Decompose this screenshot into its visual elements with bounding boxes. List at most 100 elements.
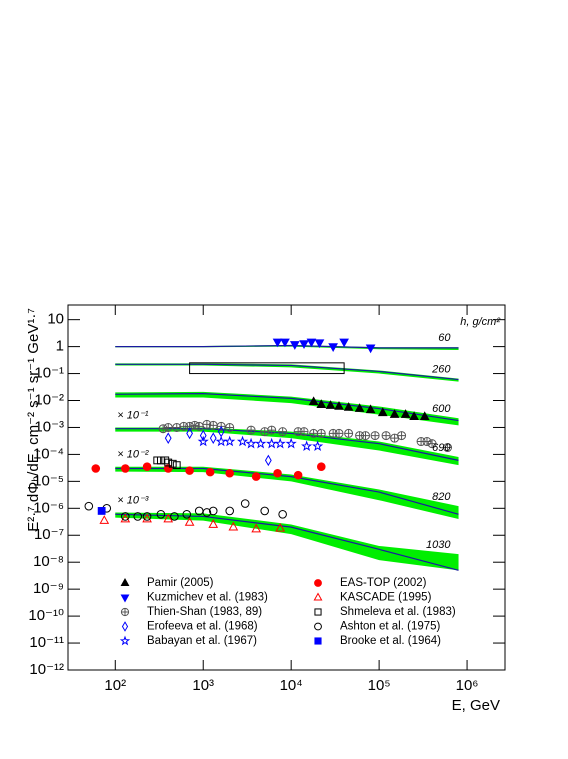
series xyxy=(91,462,326,481)
marker xyxy=(120,578,130,587)
marker xyxy=(170,512,179,521)
marker xyxy=(313,592,323,601)
marker xyxy=(156,456,165,465)
marker xyxy=(163,513,174,523)
x-tick-label: 10⁵ xyxy=(368,677,391,694)
marker xyxy=(208,506,218,516)
marker xyxy=(289,341,300,350)
x-tick-label: 10⁶ xyxy=(456,677,479,694)
model-line xyxy=(115,428,459,461)
marker xyxy=(266,437,278,449)
plot-area xyxy=(84,338,459,571)
region-box xyxy=(189,362,345,375)
marker xyxy=(314,637,322,645)
legend-entry: Thien-Shan (1983, 89) xyxy=(120,606,262,618)
marker xyxy=(264,454,272,467)
marker xyxy=(278,509,287,519)
legend-label: Kuzmichev et al. (1983) xyxy=(147,592,268,604)
marker xyxy=(225,506,235,516)
marker xyxy=(199,429,207,442)
marker xyxy=(182,509,192,519)
legend-label: Pamir (2005) xyxy=(147,577,214,589)
marker xyxy=(142,513,152,523)
legend-entry: Erofeeva et al. (1968) xyxy=(121,621,258,633)
marker xyxy=(224,435,236,447)
marker xyxy=(84,501,94,511)
y-tick-label: 10⁻¹² xyxy=(29,661,64,678)
marker xyxy=(280,338,290,348)
y-tick-label: 10 xyxy=(47,311,64,328)
model-line xyxy=(115,513,459,571)
marker xyxy=(121,512,130,521)
marker xyxy=(228,521,239,531)
series xyxy=(99,513,286,533)
marker xyxy=(377,407,388,417)
series xyxy=(84,499,287,521)
marker xyxy=(308,396,319,406)
marker xyxy=(397,431,407,441)
marker xyxy=(120,513,131,523)
marker xyxy=(309,428,319,438)
marker xyxy=(202,508,212,517)
marker xyxy=(400,409,411,418)
marker xyxy=(119,635,131,646)
x-tick-label: 10² xyxy=(104,677,126,694)
marker xyxy=(163,422,173,432)
marker xyxy=(97,507,106,515)
marker xyxy=(299,340,309,349)
marker xyxy=(91,464,101,473)
series xyxy=(308,396,430,421)
marker xyxy=(121,621,129,632)
depth-label: 60 xyxy=(438,332,451,344)
marker xyxy=(443,443,453,453)
marker xyxy=(360,431,370,441)
marker xyxy=(164,432,172,444)
y-tick-label: 10⁻⁹ xyxy=(33,580,64,597)
marker xyxy=(205,467,215,477)
depth-label: 1030 xyxy=(426,539,451,551)
marker xyxy=(275,522,286,532)
marker xyxy=(334,401,344,410)
y-tick-label: 10⁻⁸ xyxy=(33,553,64,570)
marker xyxy=(293,470,303,480)
marker xyxy=(197,435,209,447)
marker xyxy=(419,411,430,421)
marker xyxy=(236,435,249,447)
x-tick-label: 10³ xyxy=(192,677,214,694)
y-tick-label: 1 xyxy=(56,338,64,355)
model-band xyxy=(115,512,459,571)
y-tick-label: 10⁻¹ xyxy=(34,365,64,382)
marker xyxy=(365,344,376,354)
marker xyxy=(142,512,152,521)
marker xyxy=(121,464,130,473)
marker xyxy=(354,403,365,412)
marker xyxy=(164,458,173,467)
marker xyxy=(316,428,326,438)
legend-entry: Shmeleva et al. (1983) xyxy=(314,606,456,618)
scale-label: × 10⁻³ xyxy=(117,494,149,506)
marker xyxy=(370,431,380,441)
marker xyxy=(274,437,286,449)
marker xyxy=(142,462,152,471)
marker xyxy=(316,399,327,408)
marker xyxy=(314,608,322,616)
series xyxy=(272,338,376,354)
legend-label: Brooke et al. (1964) xyxy=(340,635,441,647)
marker xyxy=(285,437,297,449)
legend-label: Shmeleva et al. (1983) xyxy=(340,606,456,618)
marker xyxy=(225,468,235,478)
depth-label: 690 xyxy=(432,442,451,454)
legend-entry: EAS-TOP (2002) xyxy=(314,577,427,589)
series xyxy=(97,507,106,515)
marker xyxy=(339,338,349,348)
marker xyxy=(186,427,193,440)
x-tick-label: 10⁴ xyxy=(280,677,303,694)
y-tick-label: 10⁻¹¹ xyxy=(29,634,64,651)
x-axis-label: E, GeV xyxy=(452,697,500,714)
marker xyxy=(99,515,110,524)
marker xyxy=(299,427,309,437)
plot-frame xyxy=(67,304,506,671)
y-tick-label: 10⁻⁴ xyxy=(33,445,64,462)
marker xyxy=(267,425,277,435)
legend-label: Ashton et al. (1975) xyxy=(340,621,441,633)
